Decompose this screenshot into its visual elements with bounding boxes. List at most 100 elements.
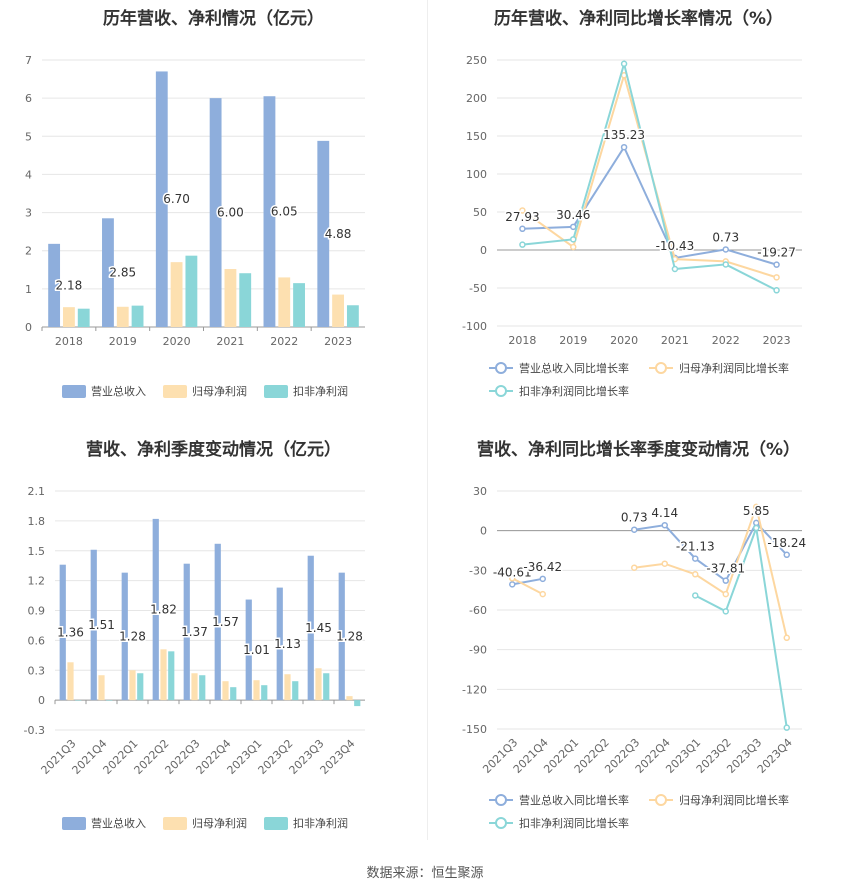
data-label: 0.73 (712, 230, 739, 244)
bar-扣非净利润 (346, 305, 359, 327)
legend-swatch (264, 817, 288, 830)
bar-归母净利润 (116, 306, 129, 327)
data-label: 4.88 (325, 227, 352, 241)
x-tick-label: 2022 (712, 334, 740, 347)
y-tick-label: 3 (25, 207, 32, 220)
bar-扣非净利润 (230, 687, 237, 701)
annual-lines-title: 历年营收、净利同比增长率情况（%） (493, 9, 784, 29)
series-point-扣非净利润同比增长率 (722, 608, 729, 615)
legend-swatch (62, 385, 86, 398)
legend-swatch (62, 817, 86, 830)
legend-marker (495, 385, 507, 397)
series-point-扣非净利润同比增长率 (692, 592, 699, 599)
legend-label: 归母净利润 (192, 816, 247, 830)
series-point-营业总收入同比增长率 (753, 519, 760, 527)
data-label: -37.81 (706, 562, 745, 576)
series-line-归母净利润同比增长率 (634, 503, 788, 638)
data-label: -10.43 (656, 239, 695, 253)
quarterly-bars-panel: 营收、净利季度变动情况（亿元） -0.3 0 0.3 0.6 0.9 1.2 1.5 1.8 2… (0, 425, 427, 845)
series-point-营业总收入同比增长率 (692, 555, 699, 562)
data-label: 1.37 (181, 625, 208, 639)
y-tick-label: -60 (469, 604, 487, 617)
data-label: 1.57 (212, 615, 239, 629)
bar-归母净利润 (170, 262, 183, 327)
bar-扣非净利润 (106, 700, 113, 701)
y-tick-label: 6 (25, 92, 32, 105)
series-point-归母净利润同比增长率 (722, 590, 729, 598)
y-tick-label: 1 (25, 283, 32, 296)
legend-label: 营业总收入同比增长率 (519, 361, 629, 375)
data-label: 1.51 (88, 618, 115, 632)
legend-label: 营业总收入同比增长率 (519, 793, 629, 807)
quarterly-lines-panel: 营收、净利同比增长率季度变动情况（%） -150 -120 -90 -60 -30 0 30… (427, 425, 850, 845)
data-label: 1.28 (119, 629, 146, 643)
series-point-扣非净利润同比增长率 (620, 60, 628, 68)
series-point-营业总收入同比增长率 (509, 581, 516, 588)
series-point-归母净利润同比增长率 (539, 590, 546, 598)
bar-归母净利润 (129, 670, 136, 701)
legend-label: 扣非净利润同比增长率 (519, 816, 629, 830)
series-point-扣非净利润同比增长率 (783, 724, 790, 731)
series-line-归母净利润同比增长率 (511, 577, 544, 596)
bar-扣非净利润 (354, 700, 361, 707)
series-point-扣非净利润同比增长率 (671, 265, 679, 273)
x-tick-label: 2023 (763, 334, 791, 347)
y-tick-label: 1.2 (28, 575, 46, 588)
bar-营业总收入 (245, 599, 252, 701)
legend-swatch (163, 817, 187, 830)
data-source: 数据来源：恒生聚源 (366, 866, 484, 881)
y-tick-label: 1.5 (28, 545, 46, 558)
bar-营业总收入 (183, 563, 190, 701)
quarterly-lines-chart: -150-120-90-60-300302021Q32021Q42022Q120… (462, 485, 808, 830)
y-tick-label: -30 (469, 564, 487, 577)
series-line-营业总收入同比增长率 (512, 577, 543, 586)
series-point-扣非净利润同比增长率 (773, 287, 780, 294)
data-label: 1.28 (336, 629, 363, 643)
bar-营业总收入 (317, 140, 330, 327)
data-label: -36.42 (523, 560, 562, 574)
series-point-营业总收入同比增长率 (620, 143, 628, 151)
series-point-归母净利润同比增长率 (773, 274, 780, 281)
bar-归母净利润 (98, 675, 105, 701)
data-label: 1.45 (305, 621, 332, 635)
bar-营业总收入 (152, 518, 159, 701)
legend-label: 归母净利润同比增长率 (679, 361, 789, 375)
x-tick-label: 2020 (163, 335, 191, 348)
annual-bars-title: 历年营收、净利情况（亿元） (103, 9, 324, 29)
data-label: 1.01 (243, 643, 270, 657)
bar-营业总收入 (307, 555, 314, 701)
data-label: -19.27 (757, 246, 796, 260)
legend-label: 归母净利润 (192, 384, 247, 398)
series-point-营业总收入同比增长率 (631, 526, 638, 533)
bar-归母净利润 (278, 277, 291, 327)
series-point-营业总收入同比增长率 (722, 577, 729, 584)
legend-marker (495, 817, 507, 829)
y-tick-label: 0 (25, 321, 32, 334)
data-label: 2.18 (56, 278, 83, 292)
series-point-归母净利润同比增长率 (661, 560, 668, 567)
bar-扣非净利润 (131, 305, 144, 327)
y-tick-label: -50 (469, 282, 487, 295)
series-line-归母净利润同比增长率 (521, 71, 777, 279)
bar-营业总收入 (209, 98, 222, 328)
bar-扣非净利润 (323, 673, 330, 701)
series-point-归母净利润同比增长率 (509, 575, 516, 582)
data-label: 30.46 (556, 208, 590, 222)
y-tick-label: -150 (462, 723, 487, 736)
bar-扣非净利润 (168, 651, 175, 701)
y-tick-label: -120 (462, 683, 487, 696)
y-tick-label: 50 (473, 206, 487, 219)
bar-营业总收入 (155, 71, 168, 327)
series-point-营业总收入同比增长率 (539, 575, 546, 583)
y-tick-label: 30 (473, 485, 487, 498)
bar-扣非净利润 (292, 681, 299, 701)
bar-归母净利润 (224, 269, 237, 327)
y-tick-label: -90 (469, 644, 487, 657)
series-line-扣非净利润同比增长率 (694, 527, 788, 728)
annual-bars-chart: 0 1 2 3 4 5 6 7 2018 2019 2020 2021 2022 2023 2.18 2.85… (25, 54, 365, 398)
y-tick-label: 4 (25, 168, 32, 181)
data-label: 6.00 (217, 206, 244, 220)
legend-label: 营业总收入 (91, 816, 146, 830)
legend-marker (655, 362, 667, 374)
bar-归母净利润 (332, 294, 345, 327)
